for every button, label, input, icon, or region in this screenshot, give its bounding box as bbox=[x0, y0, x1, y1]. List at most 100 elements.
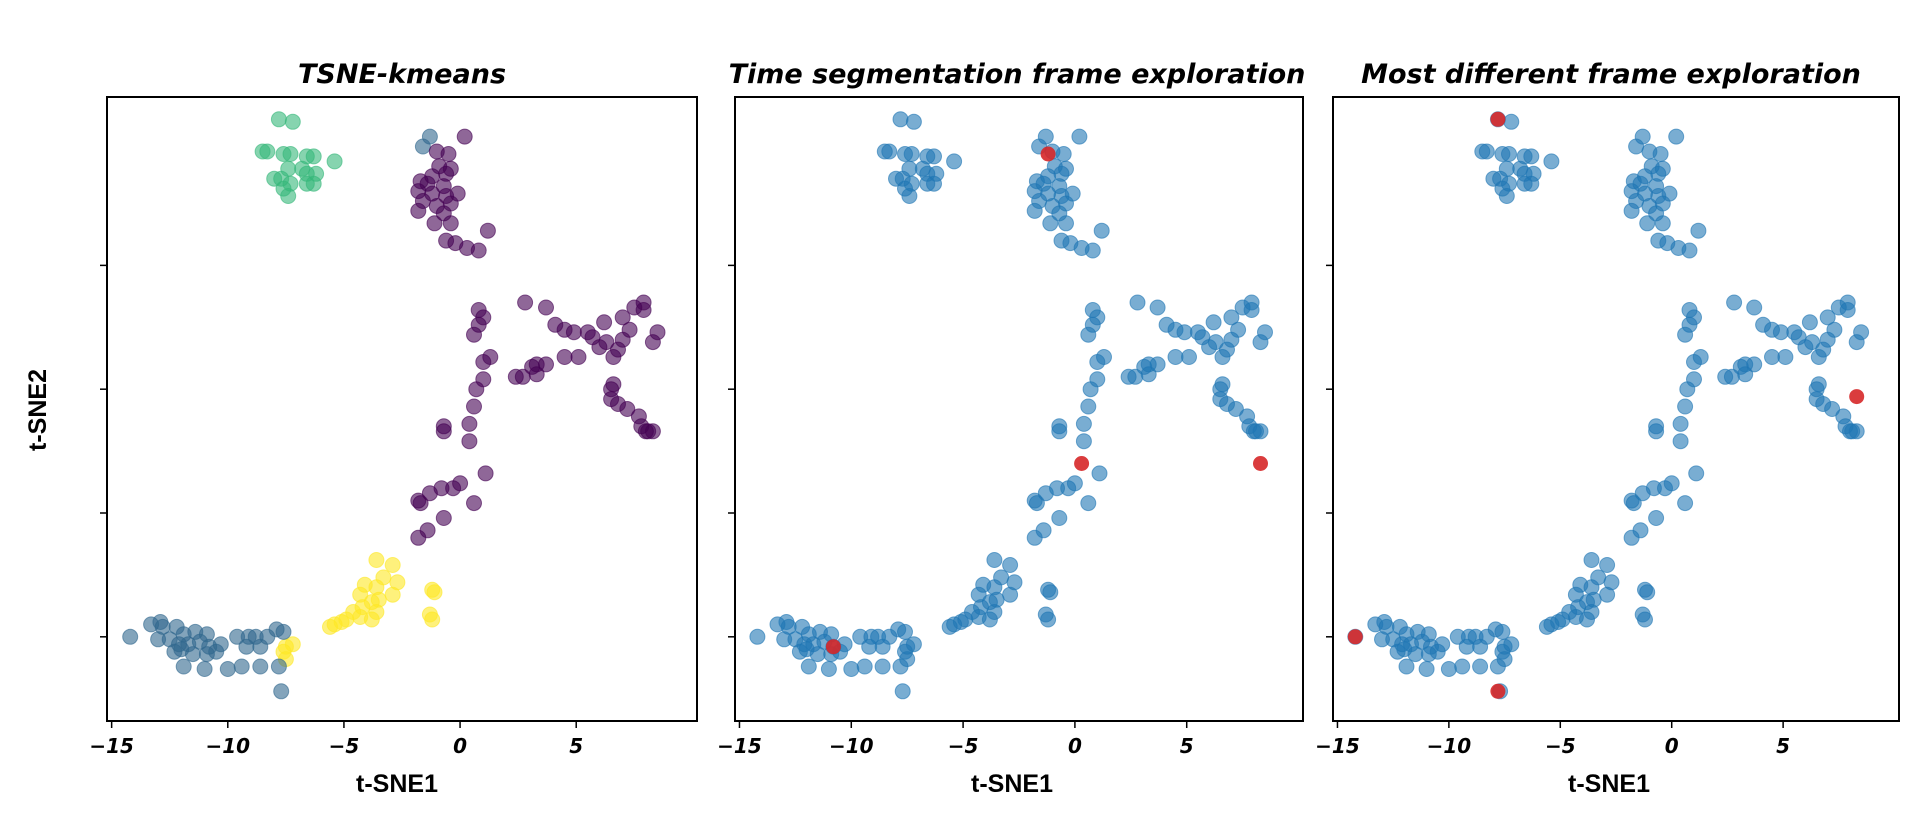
scatter-point bbox=[1062, 235, 1079, 252]
scatter-point bbox=[892, 111, 909, 128]
scatter-point bbox=[1639, 584, 1656, 601]
scatter-point bbox=[1149, 299, 1166, 316]
x-tick-label: 5 bbox=[1776, 734, 1790, 758]
scatter-point bbox=[986, 552, 1003, 568]
panel-tsne-kmeans: TSNE-kmeans −15 −10 −5 0 5 t-SNE1 bbox=[89, 59, 698, 798]
scatter-point bbox=[270, 658, 287, 675]
scatter-point bbox=[1207, 334, 1224, 351]
scatter-point bbox=[1075, 433, 1092, 450]
scatter-point bbox=[1772, 324, 1789, 341]
scatter-point bbox=[1842, 423, 1858, 440]
scatter-point bbox=[1440, 661, 1457, 677]
scatter-point bbox=[421, 128, 438, 145]
selected-frame-point bbox=[825, 639, 841, 655]
scatter-point bbox=[1472, 658, 1489, 675]
scatter-point bbox=[282, 146, 299, 162]
scatter-point bbox=[1599, 557, 1616, 573]
scatter-point bbox=[461, 415, 478, 432]
scatter-point bbox=[1420, 646, 1437, 663]
scatter-point bbox=[1042, 584, 1059, 601]
selected-frame-point bbox=[1490, 683, 1506, 699]
scatter-point bbox=[233, 658, 250, 675]
scatter-point bbox=[1458, 638, 1475, 655]
scatter-point bbox=[1051, 423, 1068, 440]
selected-frame-point bbox=[1490, 111, 1506, 127]
scatter-points bbox=[122, 111, 666, 700]
scatter-point bbox=[1140, 366, 1157, 383]
plot-frame bbox=[106, 96, 698, 722]
scatter-point bbox=[901, 188, 918, 204]
x-tick-label: −10 bbox=[205, 734, 250, 758]
scatter-point bbox=[596, 314, 613, 331]
scatter-point bbox=[941, 618, 958, 635]
scatter-point bbox=[1677, 495, 1694, 512]
scatter-point bbox=[1205, 314, 1222, 331]
scatter-point bbox=[926, 148, 942, 165]
scatter-point bbox=[843, 661, 860, 677]
scatter-point bbox=[798, 641, 815, 658]
scatter-point bbox=[1037, 128, 1054, 145]
panel-title: TSNE-kmeans bbox=[298, 59, 506, 90]
scatter-point bbox=[1093, 222, 1110, 239]
scatter-point bbox=[461, 433, 478, 450]
y-axis-label: t-SNE2 bbox=[24, 369, 52, 451]
scatter-point bbox=[466, 326, 482, 343]
scatter-point bbox=[1181, 349, 1197, 365]
scatter-point bbox=[273, 683, 290, 700]
scatter-point bbox=[1634, 485, 1651, 502]
scatter-point bbox=[1634, 128, 1651, 145]
scatter-point bbox=[981, 611, 998, 628]
x-tick-label: −5 bbox=[329, 734, 360, 758]
scatter-point bbox=[1042, 215, 1059, 232]
scatter-point bbox=[435, 510, 452, 526]
scatter-point bbox=[1677, 326, 1694, 343]
selected-frame-point bbox=[1074, 456, 1090, 471]
scatter-point bbox=[598, 334, 615, 351]
scatter-point bbox=[1176, 324, 1193, 341]
scatter-point bbox=[305, 148, 322, 165]
scatter-point bbox=[410, 202, 427, 219]
scatter-point bbox=[410, 529, 427, 546]
scatter-point bbox=[1848, 334, 1865, 351]
scatter-point bbox=[1120, 368, 1137, 385]
scatter-point bbox=[305, 175, 322, 192]
scatter-point bbox=[1245, 423, 1262, 440]
scatter-point bbox=[528, 366, 545, 383]
scatter-point bbox=[507, 368, 524, 385]
selected-frame-point bbox=[1253, 456, 1268, 471]
scatter-point bbox=[1688, 465, 1705, 482]
scatter-point bbox=[1583, 552, 1600, 568]
scatter-point bbox=[778, 614, 795, 630]
scatter-point bbox=[1810, 349, 1827, 365]
scatter-point bbox=[1824, 401, 1841, 417]
scatter-point bbox=[1764, 349, 1780, 365]
scatter-point bbox=[1737, 366, 1754, 383]
selected-frame-point bbox=[1347, 629, 1363, 645]
scatter-point bbox=[1501, 146, 1517, 162]
x-tick-label: −15 bbox=[89, 734, 134, 758]
scatter-point bbox=[368, 552, 385, 568]
scatter-point bbox=[1396, 641, 1413, 658]
scatter-point bbox=[1080, 398, 1097, 415]
panel-title: Time segmentation frame exploration bbox=[729, 59, 1306, 90]
scatter-point bbox=[619, 401, 636, 417]
scatter-point bbox=[470, 242, 487, 259]
scatter-point bbox=[894, 683, 911, 700]
scatter-point bbox=[517, 294, 534, 311]
x-tick-label: −15 bbox=[717, 734, 762, 758]
scatter-point bbox=[1002, 586, 1019, 603]
scatter-point bbox=[892, 658, 909, 675]
scatter-point bbox=[926, 175, 942, 192]
plot-frame bbox=[1332, 96, 1900, 722]
scatter-point bbox=[275, 623, 292, 640]
scatter-point bbox=[1498, 188, 1515, 204]
scatter-point bbox=[570, 349, 587, 365]
scatter-point bbox=[198, 646, 215, 663]
scatter-point bbox=[152, 614, 169, 630]
scatter-point bbox=[442, 215, 459, 232]
scatter-point bbox=[881, 143, 898, 160]
scatter-point bbox=[1648, 423, 1665, 440]
scatter-point bbox=[1681, 242, 1698, 259]
scatter-point bbox=[479, 222, 496, 239]
